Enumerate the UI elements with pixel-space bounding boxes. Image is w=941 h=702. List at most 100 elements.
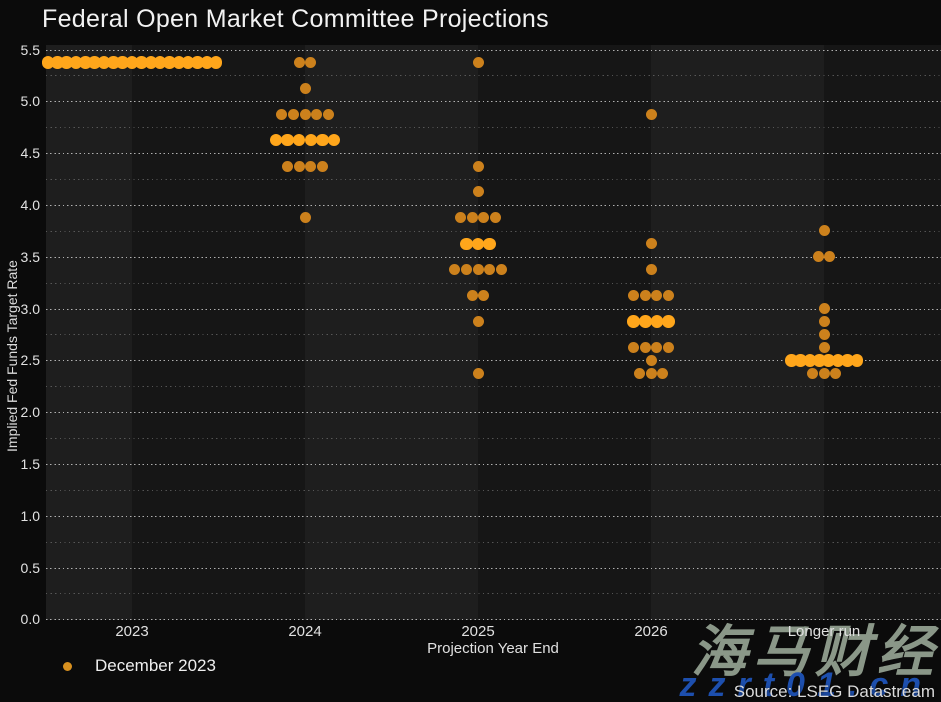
y-tick-label: 1.5 (20, 455, 40, 472)
projection-dot (293, 160, 305, 172)
x-tick-label: Longer run (787, 623, 861, 640)
source-credit: Source: LSEG Datastream (733, 682, 935, 701)
projection-dot (818, 225, 830, 237)
gridline-minor (46, 282, 941, 284)
projection-dot (322, 108, 334, 120)
projection-dot (299, 212, 311, 224)
projection-dot (153, 56, 167, 69)
plot-area (41, 45, 941, 621)
projection-dot (466, 290, 478, 301)
projection-dot (785, 354, 798, 367)
projection-dot (662, 341, 674, 353)
projection-dot (299, 108, 311, 120)
projection-dot (489, 212, 501, 224)
y-tick-label: 2.5 (20, 352, 40, 369)
projection-dot (327, 133, 341, 147)
projection-dot (472, 264, 484, 276)
gridline-minor (46, 334, 941, 336)
y-tick-label: 4.5 (20, 145, 40, 162)
gridline-major (46, 360, 941, 362)
background-band (824, 45, 941, 620)
projection-dot (269, 133, 283, 147)
projection-dot (60, 56, 73, 69)
y-tick-label: 0.5 (20, 559, 40, 576)
projection-dot (806, 367, 818, 379)
gridline-minor (46, 386, 941, 388)
projection-dot (824, 251, 836, 263)
projection-dot (850, 354, 863, 367)
projection-dot (472, 367, 484, 379)
projection-dot (466, 212, 478, 224)
projection-dot (79, 56, 92, 69)
gridline-minor (46, 230, 941, 232)
projection-dot (639, 290, 651, 301)
projection-dot (191, 56, 204, 69)
gridline-major (46, 49, 941, 51)
projection-dot (472, 186, 484, 198)
projection-dot (304, 133, 318, 147)
background-band (478, 45, 651, 620)
y-axis-title: Implied Fed Funds Target Rate (4, 260, 20, 452)
gridline-minor (46, 489, 941, 491)
gridline-minor (46, 75, 941, 77)
projection-dot (460, 237, 473, 250)
projection-dot (483, 237, 496, 250)
projection-dot (651, 341, 663, 353)
projection-dot (628, 341, 640, 353)
projection-dot (471, 237, 485, 250)
projection-dot (657, 367, 669, 379)
gridline-major (46, 515, 941, 517)
projection-dot (172, 56, 185, 69)
projection-dot (460, 264, 472, 276)
gridline-minor (46, 179, 941, 180)
projection-dot (292, 133, 306, 147)
projection-dot (449, 264, 461, 276)
projection-dot (645, 354, 657, 366)
watermark-url: zzrt01.cn (679, 666, 933, 702)
projection-dot (818, 341, 830, 353)
projection-dot (484, 264, 496, 276)
projection-dot (803, 354, 817, 367)
projection-dot (822, 354, 835, 367)
gridline-major (46, 101, 941, 103)
projection-dot (209, 56, 223, 69)
legend: December 2023 (63, 656, 216, 676)
projection-dot (316, 160, 328, 172)
background-band (651, 45, 824, 620)
projection-dot (639, 341, 651, 353)
y-tick-label: 4.0 (20, 196, 40, 213)
gridline-minor (46, 593, 941, 595)
y-tick-label: 0.0 (20, 611, 40, 628)
projection-dot (135, 56, 148, 69)
gridline-major (46, 153, 941, 155)
projection-dot (818, 328, 830, 340)
gridline-minor (46, 127, 941, 129)
gridline-major (46, 256, 941, 258)
x-tick-label: 2025 (461, 623, 495, 640)
gridline-major (46, 463, 941, 465)
projection-dot (478, 290, 490, 301)
projection-dot (472, 315, 484, 327)
projection-dot (818, 315, 830, 327)
background-band (132, 45, 305, 620)
gridline-major (46, 204, 941, 206)
projection-dot (628, 290, 640, 301)
watermark-text: 海马财经 (691, 620, 939, 683)
projection-dot (662, 290, 674, 301)
gridline-major (46, 567, 941, 569)
projection-dot (472, 56, 484, 68)
projection-dot (662, 315, 675, 328)
legend-dot-icon (63, 661, 72, 671)
projection-dot (311, 108, 323, 120)
projection-dot (841, 354, 854, 367)
projection-dot (305, 56, 317, 68)
projection-dot (830, 367, 842, 379)
gridline-major (46, 619, 941, 621)
projection-dot (299, 82, 311, 94)
x-tick-label: 2026 (634, 623, 668, 640)
projection-dot (478, 212, 490, 224)
gridline-minor (46, 541, 941, 543)
projection-dot (287, 108, 299, 120)
projection-dot (627, 315, 640, 328)
